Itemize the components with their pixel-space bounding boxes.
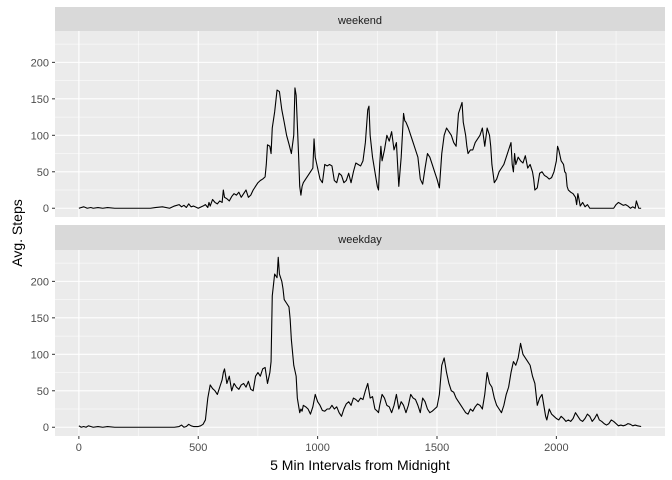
facet-strip-label-weekday: weekday [337,234,382,246]
y-tick-label: 200 [31,57,49,69]
facet-panel-weekend: weekend 0 50 100 150 200 [31,7,665,217]
plot-area-weekday [55,250,665,436]
y-tick-label: 150 [31,94,49,106]
x-tick-label: 0 [76,442,82,454]
series-line-weekday [78,256,642,428]
gridlines-weekend [55,31,665,217]
gridlines-weekday [55,250,665,436]
y-axis-ticks-weekday: 0 50 100 150 200 [31,276,55,434]
y-tick-label: 200 [31,276,49,288]
facet-strip-weekday [55,225,665,250]
y-tick-label: 150 [31,313,49,325]
y-tick-label: 100 [31,130,49,142]
series-line-weekend [78,87,642,209]
x-axis-ticks: 0 500 1000 1500 2000 [76,436,569,454]
x-tick-label: 1000 [305,442,329,454]
x-tick-label: 1500 [425,442,449,454]
y-tick-label: 50 [37,167,49,179]
y-tick-label: 50 [37,386,49,398]
y-tick-label: 0 [43,422,49,434]
x-tick-label: 2000 [544,442,568,454]
facet-strip-weekend [55,7,665,31]
facet-panel-weekday: weekday 0 50 100 150 200 [31,225,665,436]
plot-area-weekend [55,31,665,217]
y-tick-label: 100 [31,349,49,361]
facet-strip-label-weekend: weekend [337,15,382,27]
y-axis-title: Avg. Steps [9,199,25,266]
x-axis-title: 5 Min Intervals from Midnight [270,457,450,473]
y-axis-ticks-weekend: 0 50 100 150 200 [31,57,55,215]
y-tick-label: 0 [43,203,49,215]
x-tick-label: 500 [189,442,207,454]
